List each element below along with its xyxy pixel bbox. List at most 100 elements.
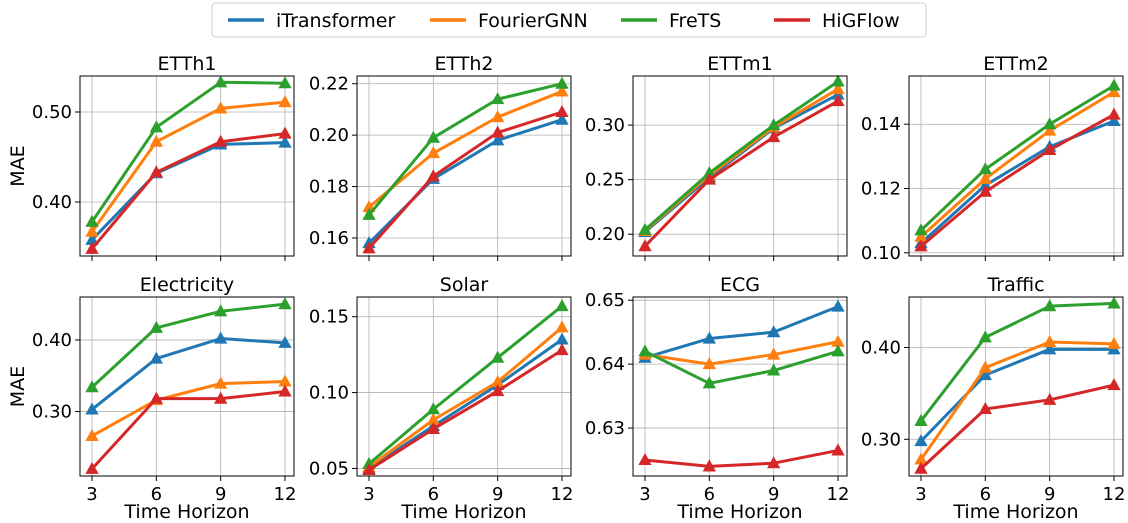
data-point (978, 178, 992, 191)
data-point (214, 134, 228, 147)
y-tick-label: 0.50 (32, 102, 72, 123)
data-point (638, 453, 652, 466)
data-point (149, 165, 163, 178)
data-point (702, 172, 716, 185)
legend-label: HiGFlow (822, 10, 900, 32)
series-line (367, 110, 563, 250)
data-point (767, 347, 781, 360)
data-point (702, 376, 716, 389)
data-point (85, 461, 99, 474)
data-point (85, 241, 99, 254)
x-tick-label: 6 (980, 484, 991, 505)
data-point (85, 214, 99, 227)
data-point (491, 384, 505, 397)
data-point (214, 376, 228, 389)
data-point (491, 133, 505, 146)
chart-panel: 0.16 0.18 0.20 0.22 ETTh2 (309, 53, 572, 261)
series-line (368, 348, 563, 472)
data-point (978, 401, 992, 415)
plot-frame (908, 296, 1124, 477)
data-point (426, 130, 440, 143)
series-line (644, 305, 839, 360)
series-line (919, 301, 1115, 422)
y-tick-label: 0.40 (861, 337, 901, 358)
x-tick-label: 9 (492, 484, 503, 505)
panels: 0.40 0.50 ETTh1 MAE 0.16 0.18 0.20 0.22 ETTh2 0.2… (7, 53, 1125, 523)
data-point (831, 94, 845, 107)
y-tick-label: 0.18 (309, 177, 349, 198)
data-point (978, 360, 992, 373)
data-point (426, 421, 440, 435)
data-point (362, 462, 376, 475)
y-tick-label: 0.64 (585, 354, 625, 375)
data-point (1043, 342, 1057, 355)
series-line (368, 326, 563, 469)
y-axis-label: MAE (7, 366, 29, 407)
y-tick-label: 0.30 (32, 402, 72, 423)
data-point (702, 166, 716, 179)
data-point (978, 171, 992, 184)
data-point (85, 224, 99, 237)
x-tick-label: 6 (704, 484, 715, 505)
data-point (914, 223, 928, 236)
series-line (644, 349, 839, 385)
data-point (831, 299, 845, 312)
series-line (920, 113, 1115, 248)
data-point (1043, 392, 1057, 405)
x-tick-label: 12 (827, 484, 850, 505)
data-point (85, 428, 99, 441)
x-tick-label: 9 (215, 484, 226, 505)
series-line (919, 347, 1114, 443)
y-tick-label: 0.20 (309, 125, 349, 146)
data-point (702, 331, 716, 344)
data-point (831, 74, 845, 87)
series-line (91, 337, 286, 411)
chart-title: ETTm2 (983, 53, 1048, 75)
data-point (555, 320, 569, 333)
chart-panel: 3 6 9 12 0.30 0.40 Electricity Time Horizon MAE (7, 274, 296, 523)
series-line (367, 82, 563, 216)
y-tick-label: 0.10 (309, 383, 349, 404)
y-tick-label: 0.16 (309, 228, 349, 249)
chart-title: Traffic (986, 274, 1044, 296)
data-point (1107, 114, 1121, 127)
data-point (1107, 378, 1121, 391)
legend-label: FreTS (669, 10, 721, 32)
x-axis-label: Time Horizon (952, 501, 1078, 523)
y-tick-label: 0.40 (32, 192, 72, 213)
data-point (491, 374, 505, 387)
series-line (368, 304, 563, 466)
data-point (362, 207, 376, 220)
data-point (214, 75, 228, 88)
legend-frame (211, 2, 927, 38)
data-point (555, 343, 569, 356)
legend-entry: FreTS (621, 10, 721, 32)
data-point (555, 76, 569, 89)
series-line (91, 379, 286, 438)
data-point (1107, 296, 1121, 309)
series-line (90, 302, 286, 389)
data-point (555, 105, 569, 118)
y-tick-label: 0.15 (309, 307, 349, 328)
data-point (214, 304, 228, 317)
series-line (644, 340, 839, 366)
plot-frame (79, 296, 295, 477)
data-point (831, 443, 845, 456)
data-point (1107, 85, 1121, 98)
data-point (914, 239, 928, 252)
data-point (491, 110, 505, 123)
x-tick-label: 12 (274, 484, 297, 505)
data-point (1043, 334, 1057, 348)
data-point (767, 325, 781, 338)
data-point (767, 363, 781, 376)
data-point (555, 84, 569, 97)
data-point (638, 222, 652, 235)
legend: iTransformer FourierGNN FreTS HiGFlow (211, 2, 927, 38)
data-point (426, 146, 440, 159)
y-tick-label: 0.20 (585, 224, 625, 245)
data-point (491, 350, 505, 363)
data-point (278, 384, 292, 397)
x-tick-label: 6 (151, 484, 162, 505)
data-point (914, 434, 928, 447)
plot-frame (632, 75, 848, 257)
